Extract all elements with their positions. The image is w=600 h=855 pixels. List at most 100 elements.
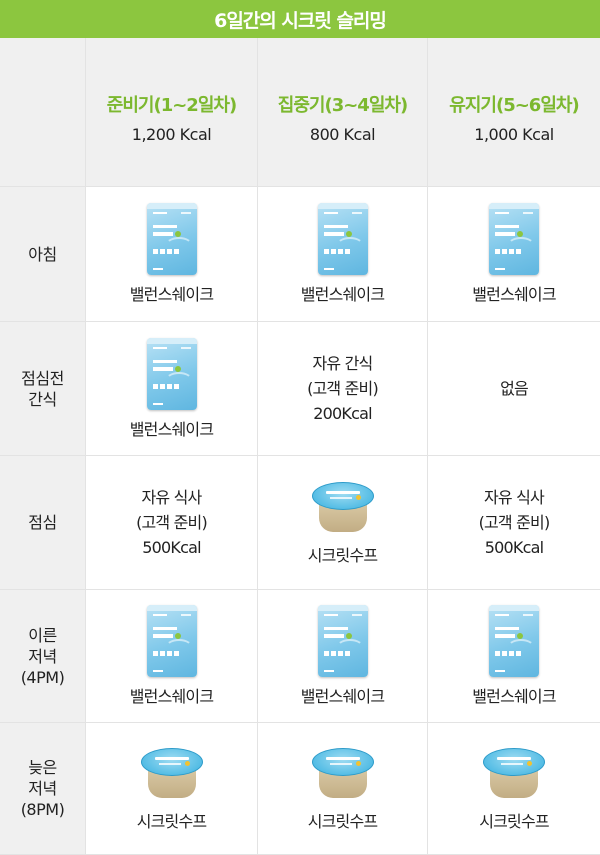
secret-soup-cup-icon xyxy=(310,480,376,536)
pouch-detail xyxy=(323,268,334,270)
meal-label: 점심전 간식 xyxy=(0,322,86,456)
meal-label-line: 늦은 xyxy=(28,758,57,777)
cup-detail xyxy=(483,747,545,776)
pouch-detail xyxy=(323,627,348,630)
pouch-detail xyxy=(516,651,521,656)
pouch-detail xyxy=(517,231,523,237)
pouch-detail xyxy=(152,249,158,254)
meal-cell: 자유 식사 (고객 준비) 500Kcal xyxy=(86,456,258,590)
phase-kcal: 1,200 Kcal xyxy=(131,124,212,144)
pouch-detail xyxy=(323,249,329,254)
pouch-detail xyxy=(323,212,338,214)
cup-detail xyxy=(527,760,532,766)
meal-label-line: 점심 xyxy=(28,513,57,532)
meal-label-line: 점심전 xyxy=(21,368,64,388)
pouch-detail xyxy=(495,212,509,214)
pouch-detail xyxy=(323,225,348,228)
pouch-detail xyxy=(489,203,539,209)
pouch-detail xyxy=(323,670,334,672)
meal-cell: 밸런스쉐이크 xyxy=(428,590,600,723)
pouch-detail xyxy=(152,670,163,672)
meal-label: 이른 저녁 (4PM) xyxy=(0,590,86,723)
pouch-detail xyxy=(159,651,165,656)
pouch-detail xyxy=(523,212,533,214)
pouch-detail xyxy=(152,634,173,638)
meal-label: 점심 xyxy=(0,456,86,590)
pouch-detail xyxy=(152,346,167,349)
pouch-detail xyxy=(173,249,179,254)
pouch-detail xyxy=(152,366,173,371)
pouch-detail xyxy=(166,383,172,389)
meal-cell: 밸런스쉐이크 xyxy=(86,187,258,322)
cup-detail xyxy=(355,494,361,500)
pouch-detail xyxy=(337,651,343,656)
meal-cell: 시크릿수프 xyxy=(258,456,428,590)
cup-detail xyxy=(158,762,181,765)
meal-label-line: 저녁 xyxy=(28,779,57,798)
meal-label: 아침 xyxy=(0,187,86,322)
meal-item-name: 밸런스쉐이크 xyxy=(472,285,556,304)
phase-name: 집중기(3~4일차) xyxy=(277,94,408,116)
secret-soup-cup-icon xyxy=(481,746,547,802)
pouch-detail xyxy=(152,627,177,630)
phase-name: 준비기(1~2일차) xyxy=(106,94,237,116)
meal-label-line: 저녁 xyxy=(28,646,57,666)
pouch-detail xyxy=(152,232,173,236)
pouch-detail xyxy=(164,237,193,255)
cup-detail xyxy=(311,747,374,776)
phase-kcal: 1,000 Kcal xyxy=(474,124,554,144)
cup-detail xyxy=(325,756,360,760)
secret-soup-cup-icon xyxy=(139,746,205,802)
cup-detail xyxy=(140,747,203,776)
meal-item-name: 밸런스쉐이크 xyxy=(300,687,385,706)
meal-cell: 자유 식사 (고객 준비) 500Kcal xyxy=(428,456,600,590)
meal-cell: 밸런스쉐이크 xyxy=(86,590,258,723)
meal-label-line: 아침 xyxy=(28,244,57,264)
pouch-detail xyxy=(344,651,350,656)
meal-free-text: 500Kcal xyxy=(142,538,201,557)
meal-item-name: 밸런스쉐이크 xyxy=(129,285,214,304)
phase-header-2: 집중기(3~4일차) 800 Kcal xyxy=(258,38,428,187)
page-title: 6일간의 시크릿 슬리밍 xyxy=(0,0,600,38)
pouch-detail xyxy=(173,383,179,389)
pouch-detail xyxy=(345,633,352,639)
pouch-detail xyxy=(495,634,515,638)
meal-label-line: 간식 xyxy=(28,389,57,409)
balance-shake-pouch-icon xyxy=(146,605,197,677)
meal-cell: 시크릿수프 xyxy=(258,723,428,855)
pouch-detail xyxy=(180,212,191,214)
balance-shake-pouch-icon xyxy=(146,337,197,410)
pouch-detail xyxy=(507,237,535,255)
pouch-detail xyxy=(146,203,197,209)
meal-free-text: 자유 식사 xyxy=(141,488,203,507)
phase-header-1: 준비기(1~2일차) 1,200 Kcal xyxy=(86,38,258,187)
secret-soup-cup-icon xyxy=(310,746,376,802)
cup-detail xyxy=(497,756,531,760)
meal-cell: 시크릿수프 xyxy=(428,723,600,855)
pouch-detail xyxy=(146,605,197,611)
pouch-detail xyxy=(152,359,177,363)
phase-header-3: 유지기(5~6일차) 1,000 Kcal xyxy=(428,38,600,187)
balance-shake-pouch-icon xyxy=(317,605,368,677)
pouch-detail xyxy=(323,651,329,656)
pouch-detail xyxy=(317,605,368,611)
meal-item-name: 시크릿수프 xyxy=(136,811,207,831)
pouch-detail xyxy=(495,268,505,270)
pouch-detail xyxy=(495,614,509,616)
pouch-detail xyxy=(502,651,507,656)
pouch-detail xyxy=(152,268,163,270)
meal-cell: 없음 xyxy=(428,322,600,456)
pouch-detail xyxy=(166,651,172,656)
pouch-detail xyxy=(330,249,336,254)
pouch-detail xyxy=(344,249,350,254)
meal-label-line: (4PM) xyxy=(20,667,65,687)
pouch-detail xyxy=(523,614,533,616)
meal-free-text: (고객 준비) xyxy=(136,513,208,532)
meal-item-name: 시크릿수프 xyxy=(479,811,549,831)
meal-free-text: 없음 xyxy=(500,379,529,398)
meal-item-name: 밸런스쉐이크 xyxy=(300,285,385,304)
pouch-detail xyxy=(146,337,197,344)
pouch-detail xyxy=(152,212,167,214)
meal-label-line: (8PM) xyxy=(20,800,65,819)
